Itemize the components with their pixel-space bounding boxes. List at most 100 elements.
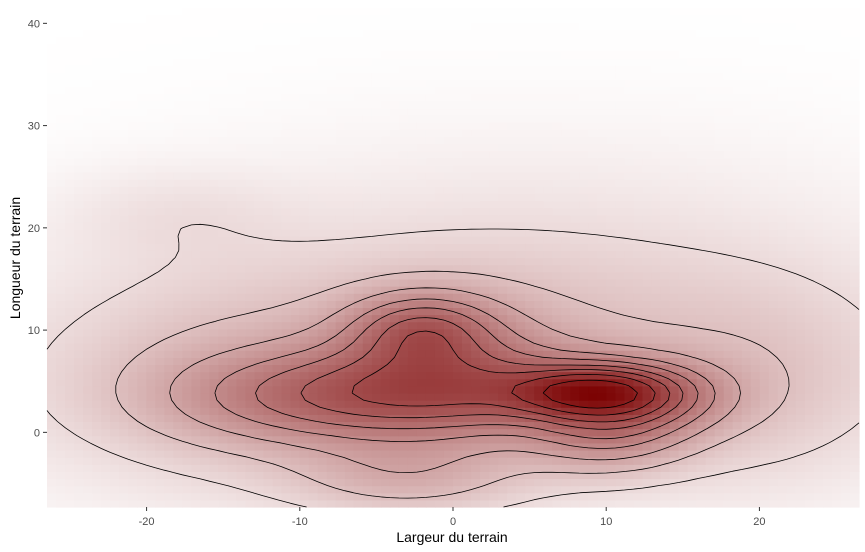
- density-cell: [155, 442, 165, 451]
- density-cell: [308, 300, 319, 308]
- density-cell: [750, 221, 761, 230]
- density-cell: [741, 136, 752, 145]
- density-cell: [606, 400, 616, 408]
- density-cell: [290, 171, 301, 180]
- density-cell: [696, 214, 707, 223]
- density-cell: [651, 378, 662, 387]
- density-cell: [272, 321, 283, 330]
- density-cell: [281, 179, 292, 187]
- density-cell: [218, 350, 229, 358]
- density-cell: [272, 271, 283, 280]
- density-cell: [777, 428, 788, 437]
- density-cell: [462, 435, 472, 444]
- density-cell: [795, 179, 806, 187]
- density-cell: [606, 114, 616, 123]
- density-cell: [182, 107, 192, 116]
- density-cell: [831, 307, 842, 316]
- density-cell: [453, 200, 463, 209]
- density-cell: [759, 442, 770, 451]
- density-cell: [47, 129, 57, 137]
- density-cell: [489, 250, 499, 259]
- density-cell: [335, 371, 346, 380]
- density-cell: [480, 457, 490, 465]
- density-cell: [768, 321, 779, 330]
- density-cell: [588, 471, 598, 480]
- density-cell: [281, 193, 292, 202]
- density-cell: [777, 136, 788, 145]
- density-cell: [561, 278, 571, 287]
- density-cell: [480, 157, 490, 166]
- density-cell: [398, 143, 409, 152]
- density-cell: [714, 314, 725, 323]
- density-cell: [371, 478, 382, 487]
- density-cell: [804, 193, 815, 202]
- density-cell: [840, 114, 851, 123]
- density-cell: [624, 179, 635, 187]
- density-cell: [552, 478, 562, 487]
- density-cell: [633, 286, 644, 294]
- density-cell: [831, 136, 842, 145]
- density-cell: [443, 122, 454, 130]
- density-cell: [137, 392, 147, 401]
- density-cell: [182, 400, 192, 408]
- density-cell: [191, 457, 201, 465]
- density-cell: [371, 407, 382, 415]
- density-cell: [227, 335, 238, 344]
- density-cell: [705, 385, 716, 394]
- density-cell: [83, 471, 93, 480]
- density-cell: [480, 214, 490, 223]
- density-cell: [471, 364, 481, 373]
- density-cell: [669, 478, 680, 487]
- density-cell: [624, 307, 635, 316]
- density-cell: [507, 400, 517, 408]
- density-cell: [146, 157, 156, 166]
- density-cell: [534, 371, 544, 380]
- density-cell: [462, 200, 472, 209]
- density-cell: [570, 449, 580, 458]
- density-cell: [786, 250, 797, 259]
- density-cell: [362, 171, 373, 180]
- density-cell: [200, 457, 210, 465]
- density-cell: [831, 257, 842, 266]
- density-cell: [74, 136, 84, 145]
- density-cell: [299, 236, 310, 244]
- density-cell: [209, 171, 220, 180]
- density-cell: [380, 122, 391, 130]
- density-cell: [56, 293, 66, 301]
- density-cell: [173, 300, 183, 308]
- density-cell: [146, 264, 156, 273]
- density-cell: [606, 364, 616, 373]
- density-cell: [434, 129, 445, 137]
- density-cell: [200, 179, 210, 187]
- density-cell: [642, 335, 653, 344]
- density-cell: [344, 122, 355, 130]
- density-cell: [371, 122, 382, 130]
- density-cell: [209, 186, 220, 194]
- density-cell: [615, 300, 626, 308]
- density-cell: [191, 114, 201, 123]
- density-cell: [687, 114, 698, 123]
- density-cell: [462, 214, 472, 223]
- density-cell: [669, 179, 680, 187]
- density-cell: [371, 392, 382, 401]
- density-cell: [74, 350, 84, 358]
- density-cell: [660, 357, 671, 366]
- density-cell: [299, 179, 310, 187]
- density-cell: [750, 164, 761, 173]
- density-cell: [552, 378, 562, 387]
- density-cell: [308, 129, 319, 137]
- density-cell: [660, 271, 671, 280]
- density-cell: [651, 449, 662, 458]
- density-cell: [173, 478, 183, 487]
- density-cell: [768, 378, 779, 387]
- density-cell: [471, 357, 481, 366]
- density-cell: [344, 164, 355, 173]
- density-cell: [362, 457, 373, 465]
- density-cell: [137, 414, 147, 423]
- density-cell: [254, 143, 265, 152]
- density-cell: [344, 228, 355, 237]
- density-cell: [822, 371, 833, 380]
- density-cell: [290, 214, 301, 223]
- density-cell: [597, 435, 607, 444]
- density-cell: [416, 428, 427, 437]
